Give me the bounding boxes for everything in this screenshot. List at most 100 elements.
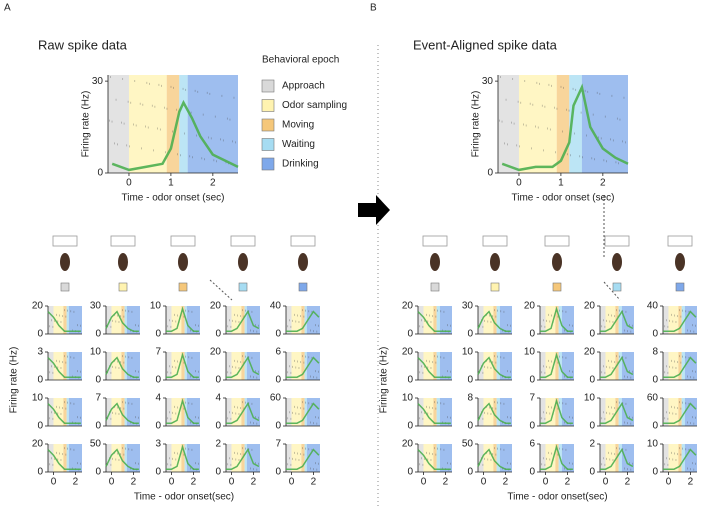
epoch-band bbox=[68, 306, 82, 334]
epoch-band bbox=[540, 306, 546, 334]
rate-line bbox=[663, 356, 697, 378]
y-tick-label: 10 bbox=[150, 301, 162, 312]
rate-line bbox=[226, 447, 260, 470]
epoch-key bbox=[552, 282, 562, 292]
epoch-band bbox=[181, 398, 185, 426]
epoch-band bbox=[301, 306, 305, 334]
epoch-band bbox=[540, 352, 546, 380]
epoch-band bbox=[124, 352, 127, 380]
y-tick-label: 20 bbox=[210, 301, 222, 312]
epoch-band bbox=[246, 444, 260, 472]
y-axis-label: Firing rate (Hz) bbox=[81, 91, 92, 158]
y-tick-label: 0 bbox=[155, 375, 161, 386]
y-tick-label: 0 bbox=[467, 375, 473, 386]
epoch-band bbox=[166, 398, 172, 426]
epoch-band bbox=[496, 398, 500, 426]
epoch-band bbox=[663, 306, 669, 334]
rate-line bbox=[600, 355, 634, 378]
epoch-band bbox=[126, 352, 140, 380]
epoch-band bbox=[124, 398, 127, 426]
rate-line bbox=[226, 309, 260, 332]
epoch-band bbox=[126, 306, 140, 334]
rate-line bbox=[663, 448, 697, 470]
epoch-band bbox=[171, 306, 182, 334]
epoch-band bbox=[436, 352, 440, 380]
y-tick-label: 4 bbox=[155, 393, 161, 404]
epoch-band bbox=[436, 444, 440, 472]
y-tick-label: 0 bbox=[155, 329, 161, 340]
epoch-band bbox=[545, 306, 556, 334]
rate-line bbox=[166, 352, 199, 378]
epoch-key bbox=[238, 282, 248, 292]
epoch-band bbox=[244, 352, 247, 380]
y-tick-label: 0 bbox=[275, 375, 281, 386]
epoch-band bbox=[418, 352, 424, 380]
epoch-band bbox=[493, 306, 497, 334]
epoch-band bbox=[561, 352, 574, 380]
x-tick-label: 0 bbox=[481, 477, 487, 488]
epoch-band bbox=[483, 352, 494, 380]
epoch-band bbox=[621, 352, 634, 380]
rate-line bbox=[286, 356, 320, 378]
epoch-band bbox=[48, 444, 54, 472]
epoch-band bbox=[53, 444, 64, 472]
panel-label: A bbox=[4, 3, 11, 14]
y-tick-label: 10 bbox=[584, 393, 596, 404]
x-tick-label: 2 bbox=[191, 477, 197, 488]
y-tick-label: 0 bbox=[407, 375, 413, 386]
epoch-band bbox=[226, 444, 232, 472]
rate-line bbox=[226, 401, 260, 424]
rate-line bbox=[663, 310, 697, 332]
x-tick-label: 2 bbox=[503, 477, 509, 488]
y-tick-label: 20 bbox=[524, 301, 536, 312]
y-tick-label: 20 bbox=[584, 301, 596, 312]
epoch-band bbox=[663, 444, 669, 472]
rate-line bbox=[47, 449, 81, 470]
epoch-band bbox=[231, 352, 242, 380]
epoch-band bbox=[171, 352, 182, 380]
y-tick-label: 60 bbox=[270, 393, 282, 404]
epoch-band bbox=[126, 444, 140, 472]
epoch-band bbox=[668, 398, 679, 426]
epoch-band bbox=[68, 444, 82, 472]
y-axis-label: Firing rate (Hz) bbox=[379, 347, 390, 414]
epoch-band bbox=[63, 306, 67, 334]
epoch-band bbox=[121, 352, 125, 380]
y-tick-label: 0 bbox=[589, 421, 595, 432]
port-box bbox=[110, 235, 136, 247]
epoch-band bbox=[681, 444, 685, 472]
y-tick-label: 0 bbox=[589, 329, 595, 340]
y-tick-label: 20 bbox=[210, 347, 222, 358]
epoch-band bbox=[108, 75, 129, 173]
y-tick-label: 0 bbox=[275, 467, 281, 478]
y-tick-label: 0 bbox=[37, 467, 43, 478]
epoch-band bbox=[678, 352, 682, 380]
legend-label: Odor sampling bbox=[282, 100, 347, 111]
epoch-band bbox=[478, 306, 484, 334]
epoch-band bbox=[663, 352, 669, 380]
epoch-key bbox=[118, 282, 128, 292]
rate-line bbox=[600, 447, 634, 470]
y-tick-label: 7 bbox=[275, 439, 281, 450]
rate-line bbox=[166, 306, 199, 332]
y-tick-label: 0 bbox=[467, 421, 473, 432]
y-tick-label: 20 bbox=[402, 347, 414, 358]
mouse bbox=[552, 253, 562, 271]
epoch-band bbox=[286, 444, 292, 472]
epoch-band bbox=[186, 352, 200, 380]
epoch-band bbox=[418, 444, 424, 472]
y-tick-label: 10 bbox=[647, 439, 659, 450]
y-tick-label: 0 bbox=[95, 421, 101, 432]
y-tick-label: 0 bbox=[215, 421, 221, 432]
x-tick-label: 2 bbox=[210, 178, 216, 189]
epoch-band bbox=[286, 398, 292, 426]
epoch-band bbox=[128, 75, 167, 173]
y-tick-label: 7 bbox=[95, 393, 101, 404]
y-tick-label: 30 bbox=[92, 76, 104, 87]
mouse bbox=[298, 253, 308, 271]
y-tick-label: 0 bbox=[467, 467, 473, 478]
epoch-band bbox=[291, 306, 302, 334]
epoch-band bbox=[433, 444, 437, 472]
epoch-band bbox=[179, 75, 188, 173]
x-axis-label: Time - odor onset (sec) bbox=[512, 193, 615, 204]
